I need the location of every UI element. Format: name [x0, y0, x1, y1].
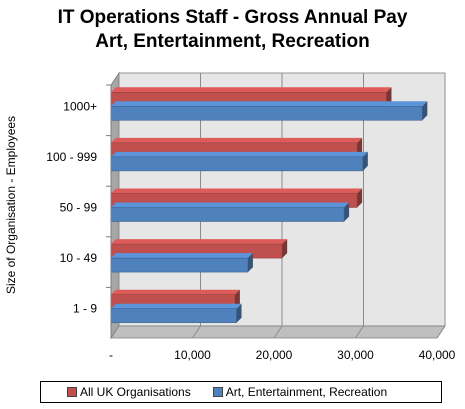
bar: [110, 257, 249, 273]
bar-top: [111, 303, 242, 309]
legend-label-art: Art, Entertainment, Recreation: [225, 385, 388, 399]
x-tick-label: 10,000: [174, 348, 211, 362]
gridline-floor: [273, 325, 283, 339]
bar-side: [362, 151, 368, 171]
y-tick-label: 100 - 999: [46, 150, 97, 164]
x-tick-label: -: [109, 348, 113, 362]
bar-side: [357, 188, 363, 208]
legend: All UK Organisations Art, Entertainment,…: [40, 381, 442, 403]
bar-top: [111, 137, 363, 143]
x-tick-label: 40,000: [419, 348, 456, 362]
bar-side: [236, 303, 242, 323]
bar-side: [422, 101, 428, 121]
bar-top: [111, 87, 392, 93]
legend-item-art: Art, Entertainment, Recreation: [212, 385, 388, 399]
bar-top: [111, 151, 368, 157]
gridline-floor: [355, 325, 364, 339]
gridline-floor: [436, 325, 446, 339]
bar-side: [247, 253, 253, 273]
legend-swatch-all-uk: [67, 387, 77, 397]
chart-subtitle: Art, Entertainment, Recreation: [95, 31, 370, 52]
bar-top: [111, 202, 350, 208]
bar: [110, 207, 345, 222]
y-tick-label: 1000+: [63, 99, 97, 113]
bar: [110, 156, 364, 172]
bar-side: [344, 202, 350, 222]
y-tick-label: 1 - 9: [73, 302, 97, 316]
x-tick-label: 30,000: [337, 348, 374, 362]
bar-top: [111, 289, 240, 295]
x-tick-label: 20,000: [256, 348, 293, 362]
bar: [110, 106, 423, 121]
bar-top: [111, 239, 288, 245]
legend-swatch-art: [212, 387, 223, 397]
bar-side: [282, 239, 288, 259]
bar-top: [111, 101, 428, 107]
y-tick-label: 50 - 99: [60, 201, 98, 215]
chart-title: IT Operations Staff - Gross Annual Pay: [57, 7, 408, 28]
bar: [110, 308, 237, 323]
y-tick-label: 10 - 49: [60, 251, 98, 265]
legend-label-all-uk: All UK Organisations: [80, 385, 191, 399]
bar-top: [111, 188, 363, 194]
gridline-floor: [192, 325, 201, 339]
bar-top: [111, 253, 253, 259]
legend-item-all-uk: All UK Organisations: [67, 385, 191, 399]
